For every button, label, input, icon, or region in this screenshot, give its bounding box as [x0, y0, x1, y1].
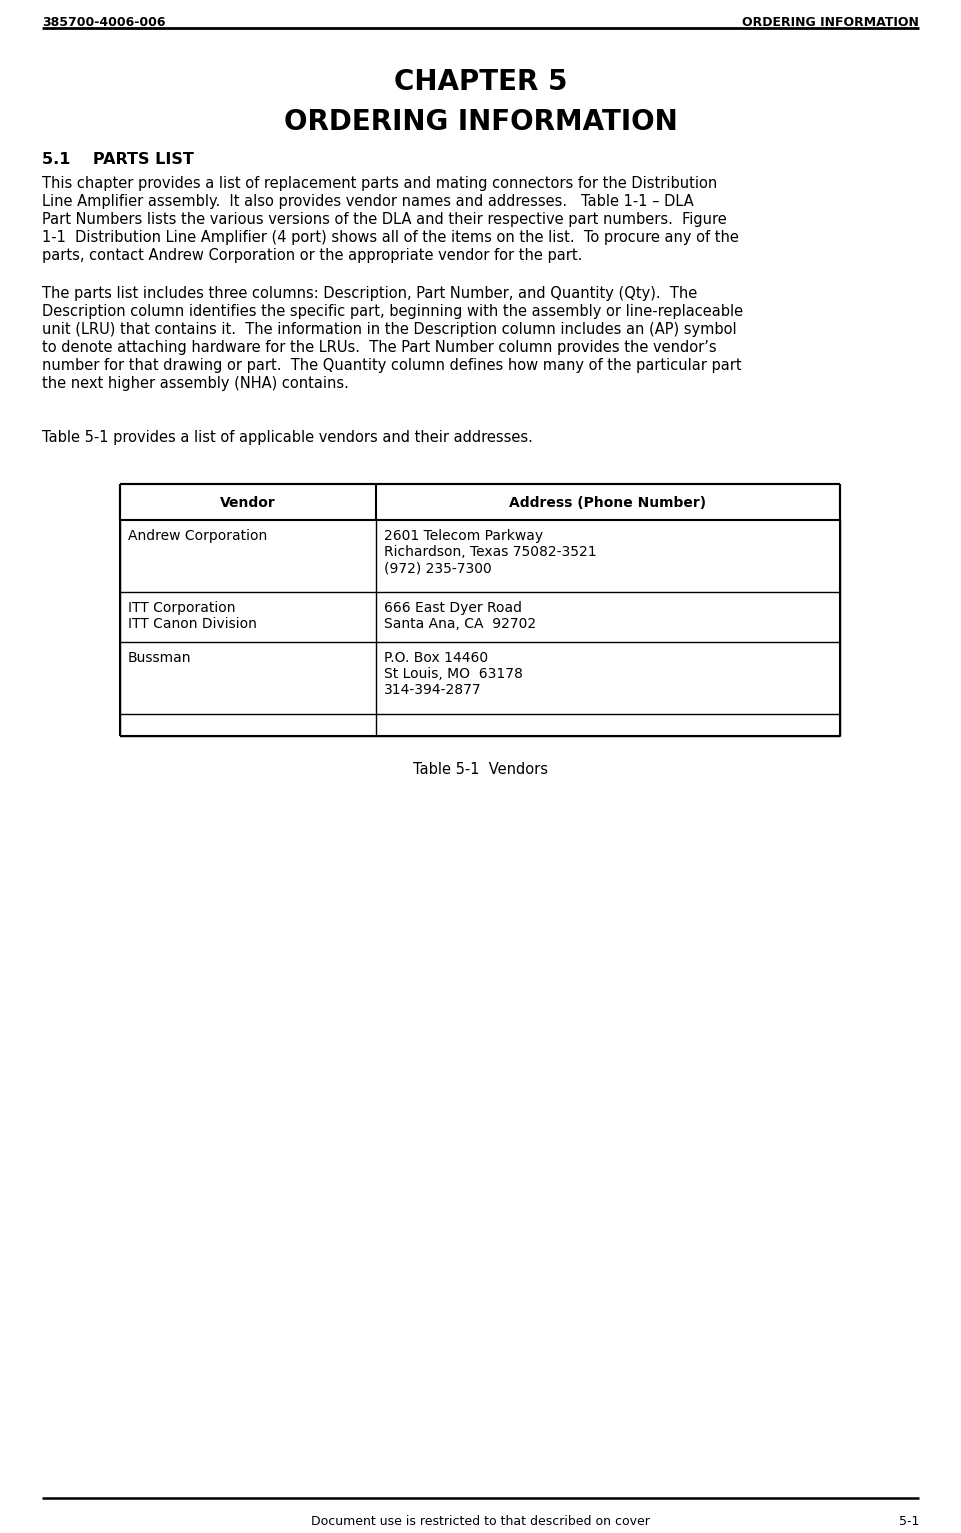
Text: St Louis, MO  63178: St Louis, MO 63178 [383, 667, 523, 681]
Text: 385700-4006-006: 385700-4006-006 [42, 15, 165, 29]
Text: Table 5-1  Vendors: Table 5-1 Vendors [413, 762, 548, 777]
Text: Document use is restricted to that described on cover: Document use is restricted to that descr… [311, 1515, 650, 1528]
Text: CHAPTER 5: CHAPTER 5 [394, 67, 567, 97]
Text: 1-1  Distribution Line Amplifier (4 port) shows all of the items on the list.  T: 1-1 Distribution Line Amplifier (4 port)… [42, 230, 739, 245]
Text: number for that drawing or part.  The Quantity column defines how many of the pa: number for that drawing or part. The Qua… [42, 359, 742, 373]
Text: P.O. Box 14460: P.O. Box 14460 [383, 652, 488, 665]
Text: 5-1: 5-1 [899, 1515, 919, 1528]
Text: Santa Ana, CA  92702: Santa Ana, CA 92702 [383, 616, 535, 632]
Text: Andrew Corporation: Andrew Corporation [128, 529, 267, 543]
Text: parts, contact Andrew Corporation or the appropriate vendor for the part.: parts, contact Andrew Corporation or the… [42, 248, 582, 264]
Text: ITT Corporation: ITT Corporation [128, 601, 235, 615]
Text: The parts list includes three columns: Description, Part Number, and Quantity (Q: The parts list includes three columns: D… [42, 287, 698, 300]
Text: 666 East Dyer Road: 666 East Dyer Road [383, 601, 522, 615]
Text: Description column identifies the specific part, beginning with the assembly or : Description column identifies the specif… [42, 304, 743, 319]
Text: unit (LRU) that contains it.  The information in the Description column includes: unit (LRU) that contains it. The informa… [42, 322, 737, 337]
Text: Table 5-1 provides a list of applicable vendors and their addresses.: Table 5-1 provides a list of applicable … [42, 429, 533, 445]
Text: ORDERING INFORMATION: ORDERING INFORMATION [283, 107, 678, 136]
Text: Richardson, Texas 75082-3521: Richardson, Texas 75082-3521 [383, 546, 596, 560]
Text: ITT Canon Division: ITT Canon Division [128, 616, 257, 632]
Text: 5.1    PARTS LIST: 5.1 PARTS LIST [42, 152, 194, 167]
Text: Address (Phone Number): Address (Phone Number) [509, 497, 706, 510]
Text: This chapter provides a list of replacement parts and mating connectors for the : This chapter provides a list of replacem… [42, 176, 717, 192]
Text: ORDERING INFORMATION: ORDERING INFORMATION [742, 15, 919, 29]
Text: Line Amplifier assembly.  It also provides vendor names and addresses.   Table 1: Line Amplifier assembly. It also provide… [42, 195, 694, 208]
Text: the next higher assembly (NHA) contains.: the next higher assembly (NHA) contains. [42, 376, 349, 391]
Text: Vendor: Vendor [220, 497, 276, 510]
Text: to denote attaching hardware for the LRUs.  The Part Number column provides the : to denote attaching hardware for the LRU… [42, 340, 717, 356]
Text: (972) 235-7300: (972) 235-7300 [383, 561, 491, 575]
Text: 314-394-2877: 314-394-2877 [383, 684, 481, 698]
Text: Part Numbers lists the various versions of the DLA and their respective part num: Part Numbers lists the various versions … [42, 212, 727, 227]
Text: 2601 Telecom Parkway: 2601 Telecom Parkway [383, 529, 543, 543]
Text: Bussman: Bussman [128, 652, 191, 665]
